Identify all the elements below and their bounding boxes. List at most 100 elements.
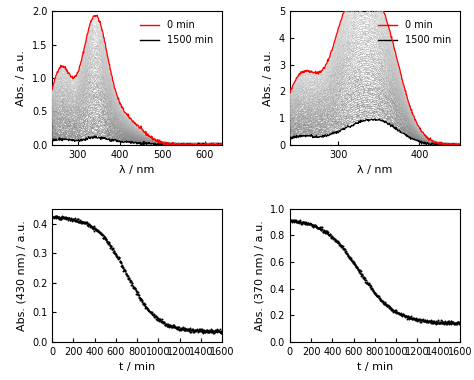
Point <box>304 221 311 227</box>
Point <box>148 311 156 317</box>
Point <box>436 320 444 326</box>
Point <box>187 329 194 335</box>
Point <box>127 279 134 285</box>
Point <box>102 237 109 243</box>
Point <box>56 215 64 222</box>
Point <box>341 246 348 252</box>
Point <box>418 317 426 323</box>
Point <box>165 323 173 329</box>
Point <box>85 221 93 227</box>
Point <box>101 234 109 240</box>
Point <box>84 221 92 227</box>
Point <box>428 320 435 326</box>
Point <box>177 326 184 332</box>
Point <box>452 321 460 327</box>
Point <box>85 221 93 227</box>
Point <box>321 228 328 234</box>
Point <box>115 254 122 260</box>
Point <box>130 284 137 290</box>
Point <box>382 301 389 307</box>
Point <box>440 319 448 325</box>
Point <box>217 330 224 336</box>
Point <box>204 328 211 334</box>
Point <box>394 310 401 316</box>
Point <box>419 317 426 323</box>
Point <box>365 280 373 287</box>
Point <box>107 245 114 251</box>
Point <box>350 261 358 267</box>
Point <box>126 277 134 283</box>
Point <box>323 228 330 234</box>
Point <box>163 323 171 329</box>
Point <box>210 329 217 336</box>
Point <box>172 325 180 331</box>
Point <box>171 323 178 329</box>
Point <box>296 218 303 224</box>
Point <box>98 231 106 238</box>
Point <box>400 312 408 318</box>
Point <box>188 327 196 333</box>
Point <box>368 285 376 291</box>
Point <box>365 281 373 287</box>
Point <box>132 288 140 294</box>
Point <box>404 314 411 320</box>
Point <box>214 328 221 334</box>
Point <box>366 282 374 288</box>
Point <box>146 308 153 314</box>
Point <box>165 322 173 328</box>
Point <box>105 239 112 245</box>
Point <box>345 255 353 261</box>
Point <box>355 266 363 272</box>
Point <box>199 328 206 334</box>
Point <box>165 324 173 330</box>
Point <box>82 220 89 226</box>
Point <box>202 328 210 334</box>
Point <box>413 318 421 324</box>
Point <box>291 219 298 225</box>
Point <box>446 318 453 325</box>
Point <box>203 327 211 333</box>
Point <box>324 229 332 235</box>
Point <box>77 218 84 225</box>
Point <box>61 215 68 221</box>
Point <box>84 223 91 229</box>
Point <box>182 327 189 333</box>
Point <box>99 235 106 241</box>
Point <box>409 317 416 323</box>
Point <box>321 230 329 236</box>
Point <box>356 270 364 276</box>
Point <box>147 310 155 316</box>
Point <box>73 218 81 224</box>
Point <box>48 214 56 220</box>
Point <box>114 256 122 263</box>
Point <box>387 306 395 312</box>
Point <box>157 318 165 324</box>
Point <box>304 220 312 226</box>
Point <box>447 320 455 326</box>
Point <box>402 313 410 319</box>
Point <box>211 329 219 335</box>
Point <box>161 320 168 326</box>
Point <box>332 237 339 243</box>
Point <box>333 238 340 244</box>
Point <box>161 322 169 328</box>
Point <box>374 293 381 299</box>
Point <box>156 316 164 322</box>
Point <box>152 313 159 319</box>
Point <box>213 326 220 332</box>
Point <box>346 256 354 262</box>
Point <box>342 248 349 254</box>
Point <box>366 282 374 288</box>
Point <box>103 238 110 244</box>
Point <box>52 214 59 220</box>
Point <box>128 282 135 288</box>
Point <box>120 266 128 272</box>
Point <box>351 262 358 268</box>
Point <box>131 285 138 291</box>
Point <box>424 319 431 325</box>
Point <box>305 221 313 227</box>
Point <box>302 220 310 226</box>
Point <box>164 323 171 329</box>
Point <box>73 218 80 224</box>
Point <box>301 220 308 226</box>
